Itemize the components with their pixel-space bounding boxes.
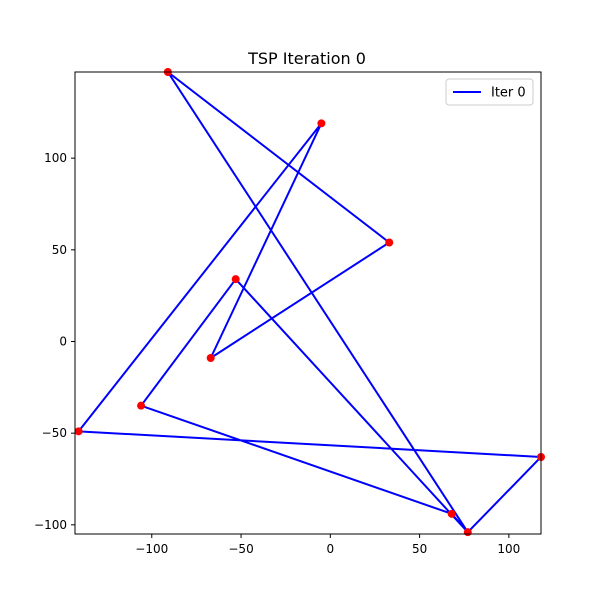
city-point-7 bbox=[447, 509, 456, 518]
city-point-3 bbox=[317, 119, 326, 128]
y-tick-label-100: 100 bbox=[44, 151, 67, 165]
city-point-9 bbox=[231, 275, 240, 284]
city-point-4 bbox=[74, 427, 83, 436]
y-tick-label-0: 0 bbox=[59, 335, 67, 349]
legend: Iter 0 bbox=[445, 78, 534, 106]
axes-frame bbox=[74, 71, 542, 535]
chart-title: TSP Iteration 0 bbox=[247, 49, 366, 68]
x-tick-label-50: 50 bbox=[412, 542, 427, 556]
x-tick-label-0: 0 bbox=[326, 542, 334, 556]
x-axis: −100 −50 0 50 100 bbox=[135, 534, 520, 556]
city-point-8 bbox=[137, 401, 146, 410]
legend-label-0: Iter 0 bbox=[491, 86, 526, 101]
city-point-2 bbox=[206, 354, 215, 362]
x-tick-label--100: −100 bbox=[135, 542, 168, 556]
x-tick-label--50: −50 bbox=[228, 542, 253, 556]
y-tick-label--100: −100 bbox=[34, 518, 67, 532]
y-tick-label--50: −50 bbox=[42, 426, 67, 440]
series-line-0 bbox=[77, 72, 541, 534]
city-point-6 bbox=[463, 528, 472, 537]
legend-box bbox=[445, 78, 534, 106]
y-tick-label-50: 50 bbox=[52, 243, 67, 257]
x-tick-label-100: 100 bbox=[497, 542, 520, 556]
city-point-1 bbox=[385, 238, 394, 247]
y-axis: −100 −50 0 50 100 bbox=[34, 151, 75, 532]
